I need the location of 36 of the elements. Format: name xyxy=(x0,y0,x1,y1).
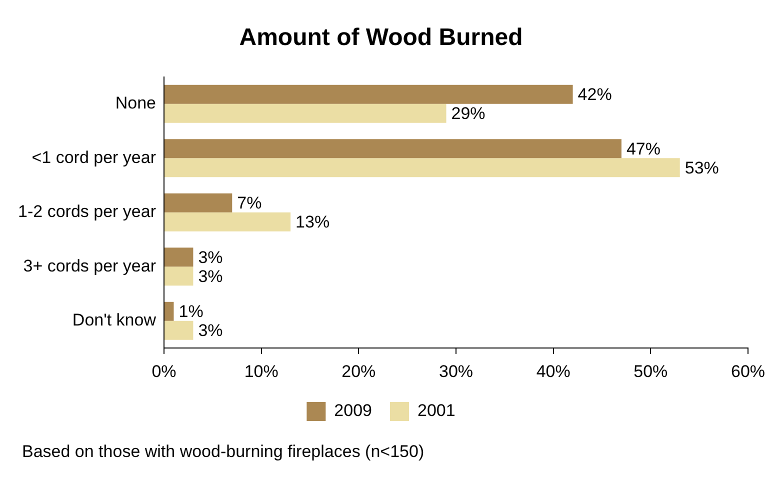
x-tick-label: 20% xyxy=(342,362,376,381)
y-tick-label: 1-2 cords per year xyxy=(18,202,156,222)
data-label: 29% xyxy=(451,104,486,124)
bar xyxy=(164,320,194,340)
x-tick-label: 40% xyxy=(536,362,570,381)
bar xyxy=(164,139,622,158)
data-label: 3% xyxy=(198,266,223,286)
bar xyxy=(164,158,680,178)
x-tick-label: 0% xyxy=(152,362,176,381)
y-tick-label: None xyxy=(115,94,156,113)
data-label: 7% xyxy=(237,194,262,213)
data-label: 3% xyxy=(198,321,223,340)
y-tick-label: <1 cord per year xyxy=(32,148,156,167)
x-tick-label: 10% xyxy=(244,362,278,381)
bar xyxy=(164,212,291,232)
y-tick-label: Don't know xyxy=(72,310,157,330)
bar xyxy=(164,84,573,104)
data-label: 13% xyxy=(296,212,330,232)
bar xyxy=(164,248,194,267)
text: Based on those with wood-burning fireplaces (n<150) xyxy=(22,442,424,462)
x-tick-label: 30% xyxy=(438,362,474,381)
legend-label: 2001 xyxy=(418,401,456,420)
y-tick-label: 3+ cords per year xyxy=(23,256,156,276)
bar xyxy=(164,266,194,286)
bar xyxy=(164,193,232,212)
chart-title: Amount of Wood Burned xyxy=(239,24,523,52)
x-tick-label: 50% xyxy=(634,362,668,381)
data-label: 53% xyxy=(684,158,719,178)
legend-label: 2009 xyxy=(334,401,372,420)
data-label: 1% xyxy=(178,302,204,322)
bar xyxy=(164,302,174,321)
data-label: 42% xyxy=(578,85,612,104)
data-label: 47% xyxy=(626,139,660,158)
bar xyxy=(164,104,446,123)
x-tick-label: 60% xyxy=(730,362,766,381)
data-label: 3% xyxy=(198,248,223,267)
